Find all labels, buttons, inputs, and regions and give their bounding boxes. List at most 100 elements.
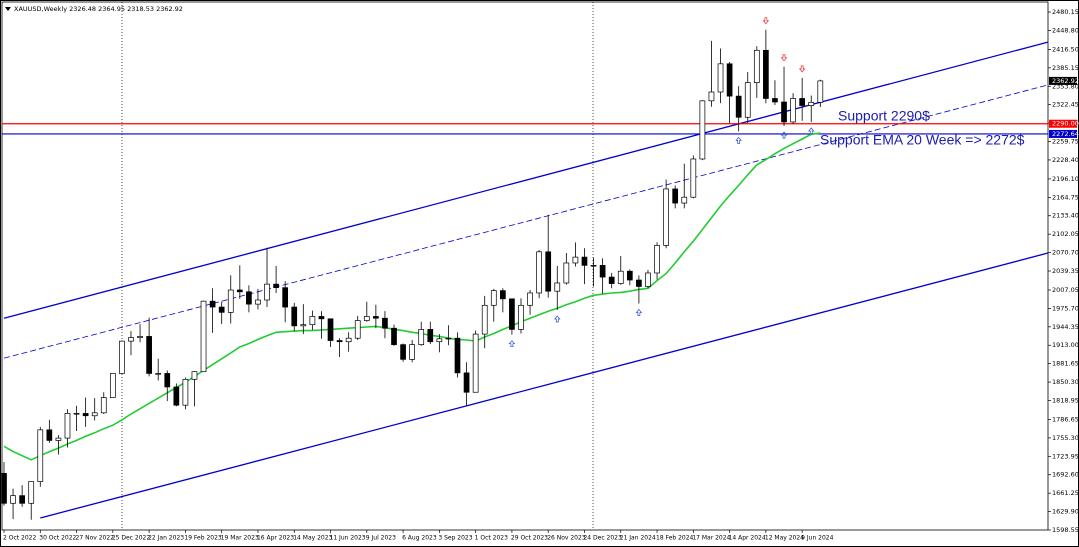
x-tick-label: 17 Mar 2024 bbox=[692, 535, 730, 542]
x-tick-label: 11 Jun 2023 bbox=[330, 535, 366, 542]
candle-body bbox=[146, 336, 152, 374]
candle-body bbox=[82, 413, 89, 417]
x-tick-label: 1 Oct 2023 bbox=[475, 535, 508, 542]
x-tick-label: 24 Dec 2023 bbox=[583, 535, 622, 542]
y-tick-label: 2007.05 bbox=[1052, 286, 1079, 294]
x-tick-label: 12 May 2024 bbox=[765, 535, 804, 542]
candle-body bbox=[436, 338, 443, 343]
low: 2318.53 bbox=[127, 5, 154, 13]
candle-body bbox=[227, 289, 234, 313]
candle-body bbox=[636, 279, 642, 287]
plot-area bbox=[1, 1, 1049, 531]
candle-body bbox=[55, 437, 62, 441]
trend-line bbox=[3, 41, 1048, 319]
y-tick-label: 2164.75 bbox=[1052, 193, 1079, 201]
candle-body bbox=[100, 397, 107, 414]
candle-body bbox=[264, 283, 270, 301]
candle-body bbox=[817, 80, 824, 103]
high: 2364.95 bbox=[98, 5, 125, 13]
candle-body bbox=[382, 317, 388, 329]
level-label-box bbox=[1049, 129, 1077, 138]
y-tick-label: 1661.25 bbox=[1052, 489, 1079, 497]
y-tick-label: 1975.70 bbox=[1052, 304, 1079, 312]
candle-body bbox=[128, 337, 134, 342]
candle-body bbox=[518, 304, 524, 330]
candle-body bbox=[554, 282, 561, 292]
candle-body bbox=[246, 291, 252, 305]
y-tick-label: 1692.60 bbox=[1052, 471, 1079, 479]
level-label-box bbox=[1049, 119, 1077, 128]
y-tick-label: 2353.80 bbox=[1052, 82, 1079, 90]
candle-body bbox=[590, 264, 597, 267]
candle-body bbox=[427, 329, 434, 343]
candle-body bbox=[645, 272, 651, 287]
symbol: XAUUSD,Weekly bbox=[14, 5, 67, 13]
candle-body bbox=[363, 316, 370, 321]
x-tick-label: 18 Feb 2024 bbox=[656, 535, 694, 542]
x-tick-label: 9 Jun 2024 bbox=[801, 535, 833, 542]
candle-body bbox=[64, 413, 71, 439]
annotation: Support 2290$ bbox=[838, 108, 930, 124]
candle-body bbox=[536, 251, 542, 294]
x-tick-label: 25 Dec 2022 bbox=[112, 535, 151, 542]
y-tick-label: 2196.10 bbox=[1052, 175, 1079, 183]
y-tick-label: 1598.55 bbox=[1052, 526, 1079, 534]
x-tick-label: 26 Nov 2023 bbox=[547, 535, 586, 542]
series-layer bbox=[1, 17, 1048, 520]
menu-triangle bbox=[5, 7, 11, 11]
x-tick-label: 22 Jan 2023 bbox=[148, 535, 184, 542]
fractal-up bbox=[554, 315, 561, 323]
x-tick-label: 27 Nov 2022 bbox=[76, 535, 115, 542]
candle-body bbox=[282, 287, 289, 308]
candle-body bbox=[500, 290, 506, 300]
y-tick-label: 2102.05 bbox=[1052, 230, 1079, 238]
candle-body bbox=[191, 371, 198, 380]
candle-body bbox=[155, 373, 162, 375]
x-tick-label: 14 May 2023 bbox=[293, 535, 332, 542]
candle-body bbox=[699, 100, 706, 160]
level-label: 2290.00 bbox=[1052, 120, 1079, 128]
candle-body bbox=[28, 481, 35, 504]
candle-body bbox=[137, 336, 143, 338]
candle-body bbox=[327, 318, 334, 341]
candle-body bbox=[545, 251, 552, 292]
candle-body bbox=[717, 63, 724, 93]
x-tick-label: 19 Mar 2023 bbox=[221, 535, 259, 542]
x-tick-label: 6 Aug 2023 bbox=[402, 535, 437, 542]
fractal-up bbox=[508, 340, 516, 348]
candle-body bbox=[472, 333, 479, 393]
candle-body bbox=[735, 95, 742, 118]
x-tick-label: 16 Apr 2023 bbox=[257, 535, 294, 542]
y-tick-label: 2039.35 bbox=[1052, 267, 1079, 275]
candle-body bbox=[19, 495, 25, 504]
x-tick-label: 3 Sep 2023 bbox=[438, 535, 472, 542]
y-tick-label: 1755.30 bbox=[1052, 434, 1079, 442]
ema-line bbox=[3, 132, 821, 461]
annotation: Support EMA 20 Week => 2272$ bbox=[820, 132, 1025, 148]
candle-body bbox=[490, 290, 497, 306]
y-tick-label: 2259.75 bbox=[1052, 138, 1079, 146]
y-tick-label: 2385.15 bbox=[1052, 64, 1079, 72]
candle-body bbox=[309, 316, 316, 326]
y-tick-label: 1944.35 bbox=[1052, 323, 1079, 331]
fractal-down bbox=[780, 54, 788, 62]
candle-body bbox=[400, 344, 406, 360]
candle-body bbox=[300, 324, 307, 327]
y-tick-label: 2416.50 bbox=[1052, 45, 1079, 53]
candle-body bbox=[581, 256, 588, 266]
candle-body bbox=[454, 337, 461, 374]
y-tick-label: 2480.15 bbox=[1052, 8, 1079, 16]
candle-body bbox=[572, 256, 579, 264]
fractal-up bbox=[780, 131, 788, 139]
candle-body bbox=[37, 429, 44, 482]
candle-body bbox=[527, 292, 533, 306]
candle-body bbox=[744, 82, 751, 118]
price-box bbox=[1049, 76, 1077, 85]
y-tick-label: 1786.65 bbox=[1052, 415, 1079, 423]
candle-body bbox=[608, 276, 615, 284]
y-tick-label: 1818.95 bbox=[1052, 397, 1079, 405]
x-tick-label: 30 Oct 2022 bbox=[39, 535, 76, 542]
y-tick-label: 2322.45 bbox=[1052, 101, 1079, 109]
fractal-up bbox=[807, 127, 815, 135]
open: 2326.48 bbox=[69, 5, 96, 13]
